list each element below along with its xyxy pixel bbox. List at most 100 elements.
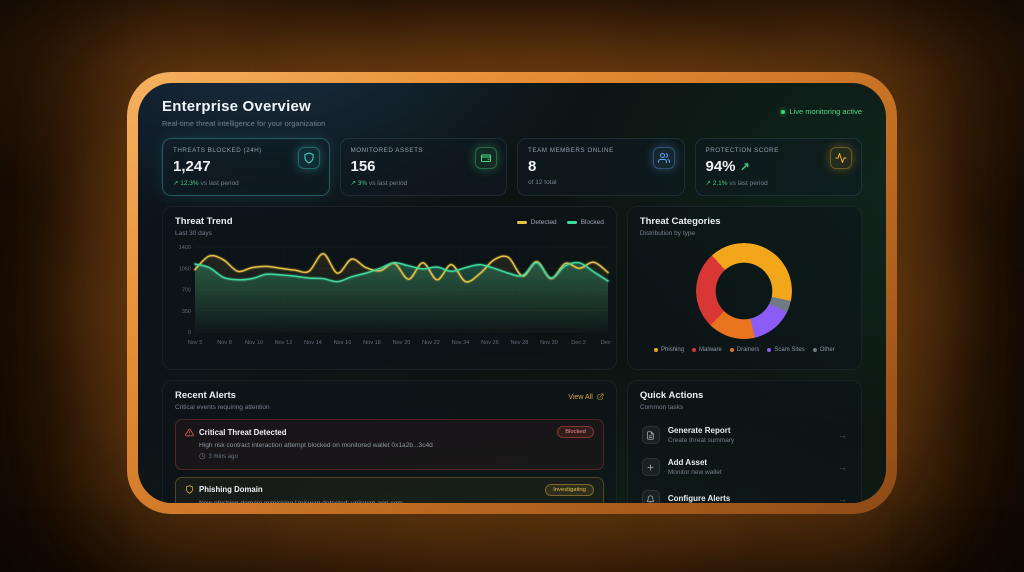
device-frame: Enterprise Overview Real-time threat int… [127,72,897,514]
alert-list: Critical Threat Detected Blocked High ri… [175,419,604,503]
header-text: Enterprise Overview Real-time threat int… [162,98,325,128]
stat-label: PROTECTION SCORE [705,147,779,154]
shield-icon [297,147,320,169]
alert-top: Phishing Domain Investigating [185,483,594,496]
stat-label: THREATS BLOCKED (24H) [173,147,262,154]
quick-actions-titles: Quick Actions Common tasks [640,390,704,411]
stat-card-monitored-assets: MONITORED ASSETS 156 ↗ 3% vs last period [339,138,507,196]
quick-actions-title: Quick Actions [639,390,704,401]
alert-phishing-domain[interactable]: Phishing Domain Investigating New phishi… [175,476,604,503]
detected-swatch [516,221,527,224]
threat-trend-subtitle: Last 30 days [175,230,212,237]
legend-item-phishing: Phishing [654,347,684,353]
stat-delta: ↗ 3% vs last period [350,180,408,187]
threat-categories-header: Threat Categories Distribution by type [640,216,849,237]
dashboard-screen: Enterprise Overview Real-time threat int… [138,83,886,503]
x-tick-label: Nov 8 [217,340,232,346]
alert-title: Phishing Domain [199,485,263,494]
stat-value: 8 [528,158,537,175]
bottom-row: Recent Alerts Critical events requiring … [162,380,862,503]
stat-value: 1,247 [173,158,211,175]
status-badge: Investigating [545,483,594,496]
arrow-right-icon: → [838,462,847,472]
recent-alerts-subtitle: Critical events requiring attention [175,404,270,411]
alert-top: Critical Threat Detected Blocked [185,426,594,438]
y-tick-label: 0 [188,330,191,336]
shield-icon [185,485,194,494]
y-tick-label: 1400 [179,245,191,251]
quick-actions-subtitle: Common tasks [639,404,684,411]
legend-dot [654,348,659,352]
arrow-right-icon: → [838,430,847,440]
live-status-label: Live monitoring active [789,107,862,116]
action-add-asset[interactable]: Add Asset Monitor new wallet → [640,451,849,483]
trend-legend: Detected Blocked [516,219,604,226]
x-tick-label: Nov 20 [393,340,411,346]
x-tick-label: Nov 16 [334,340,352,346]
activity-icon [830,147,852,169]
stat-delta: ↗ 12.3% vs last period [173,180,239,187]
stat-label: MONITORED ASSETS [350,147,424,154]
action-text: Configure Alerts [667,493,731,503]
plus-icon [641,458,660,476]
x-tick-label: Nov 30 [540,340,558,346]
x-tick-label: Dec 3 [601,340,612,346]
x-tick-label: Nov 18 [363,340,381,346]
y-tick-label: 350 [182,309,191,315]
page-subtitle: Real-time threat intelligence for your o… [162,119,326,128]
legend-label: Phishing [661,347,685,353]
x-tick-label: Nov 24 [452,340,470,346]
threat-categories-panel: Threat Categories Distribution by type P… [626,206,862,370]
legend-item-drainers: Drainers [729,347,759,353]
blocked-area [195,262,608,332]
legend-label: Other [819,347,835,353]
wallet-icon [475,147,497,169]
stat-value: 156 [350,158,376,175]
legend-dot [812,348,817,352]
x-tick-label: Dec 2 [571,340,586,346]
recent-alerts-titles: Recent Alerts Critical events requiring … [175,390,270,411]
x-tick-label: Nov 28 [511,340,529,346]
donut-legend: Phishing Malware Drainers Scam Sites Other [640,347,849,353]
action-configure-alerts[interactable]: Configure Alerts → [640,483,849,503]
view-all-link[interactable]: View All [568,393,604,402]
live-dot-icon [781,109,786,114]
action-text: Add Asset Monitor new wallet [667,458,722,476]
alert-critical-threat[interactable]: Critical Threat Detected Blocked High ri… [175,419,604,470]
bell-icon [641,490,660,503]
arrow-right-icon: → [838,494,847,503]
legend-item-blocked: Blocked [566,219,604,226]
legend-dot [729,348,734,352]
threat-categories-title: Threat Categories [639,216,721,227]
legend-dot [767,348,772,352]
legend-item-malware: Malware [692,347,722,353]
trend-up-arrow: ↗ [739,160,750,174]
x-tick-label: Nov 10 [245,340,263,346]
threat-categories-subtitle: Distribution by type [639,230,696,237]
y-tick-label: 700 [182,288,191,294]
quick-actions-panel: Quick Actions Common tasks Generate Repo [626,380,862,503]
stat-value: 94% ↗ [705,158,750,175]
clock-icon [199,453,206,462]
threat-trend-title: Threat Trend [175,216,233,227]
action-generate-report[interactable]: Generate Report Create threat summary → [640,419,849,451]
stat-card-protection-score: PROTECTION SCORE 94% ↗ ↗ 2.1% vs last pe… [694,138,862,196]
x-tick-label: Nov 14 [304,340,322,346]
header: Enterprise Overview Real-time threat int… [162,98,862,128]
y-tick-label: 1050 [179,266,191,272]
recent-alerts-title: Recent Alerts [175,390,236,401]
legend-dot [692,348,697,352]
stat-card-team-online: TEAM MEMBERS ONLINE 8 of 12 total [517,138,685,196]
threat-trend-titles: Threat Trend Last 30 days [175,216,233,237]
users-icon [652,147,675,169]
x-tick-label: Nov 5 [188,340,203,346]
legend-label: Scam Sites [774,347,805,353]
donut-chart [696,243,793,339]
live-status: Live monitoring active [781,107,862,116]
stat-delta: of 12 total [528,179,557,186]
legend-item-detected: Detected [516,219,557,226]
donut-chart-wrap [696,243,793,339]
blocked-swatch [566,221,577,224]
stat-delta: ↗ 2.1% vs last period [705,180,768,187]
